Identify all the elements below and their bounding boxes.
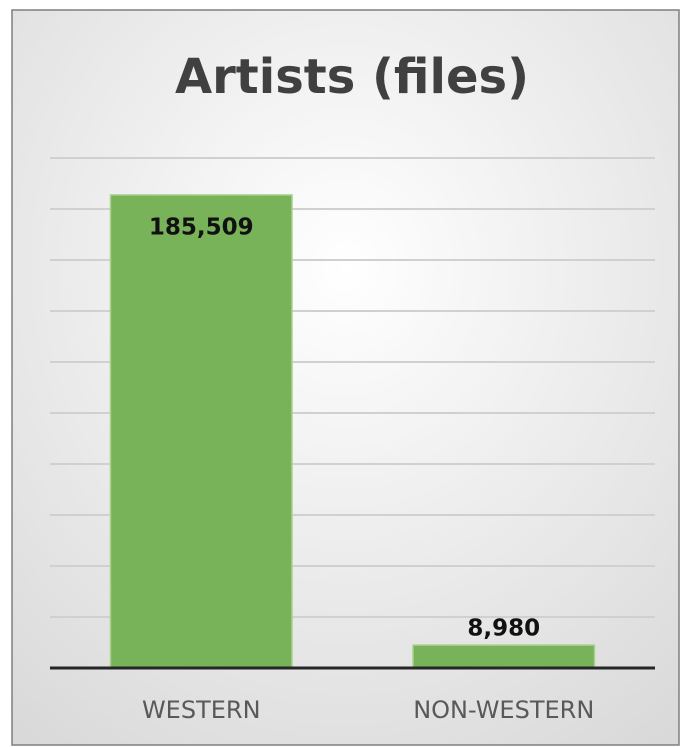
chart-title: Artists (files) (175, 49, 529, 105)
data-label: 8,980 (467, 616, 540, 642)
bar (412, 644, 596, 669)
data-label: 185,509 (149, 214, 254, 240)
x-tick-label: WESTERN (142, 696, 261, 724)
x-tick-label: NON-WESTERN (413, 696, 594, 724)
bar (109, 194, 293, 669)
